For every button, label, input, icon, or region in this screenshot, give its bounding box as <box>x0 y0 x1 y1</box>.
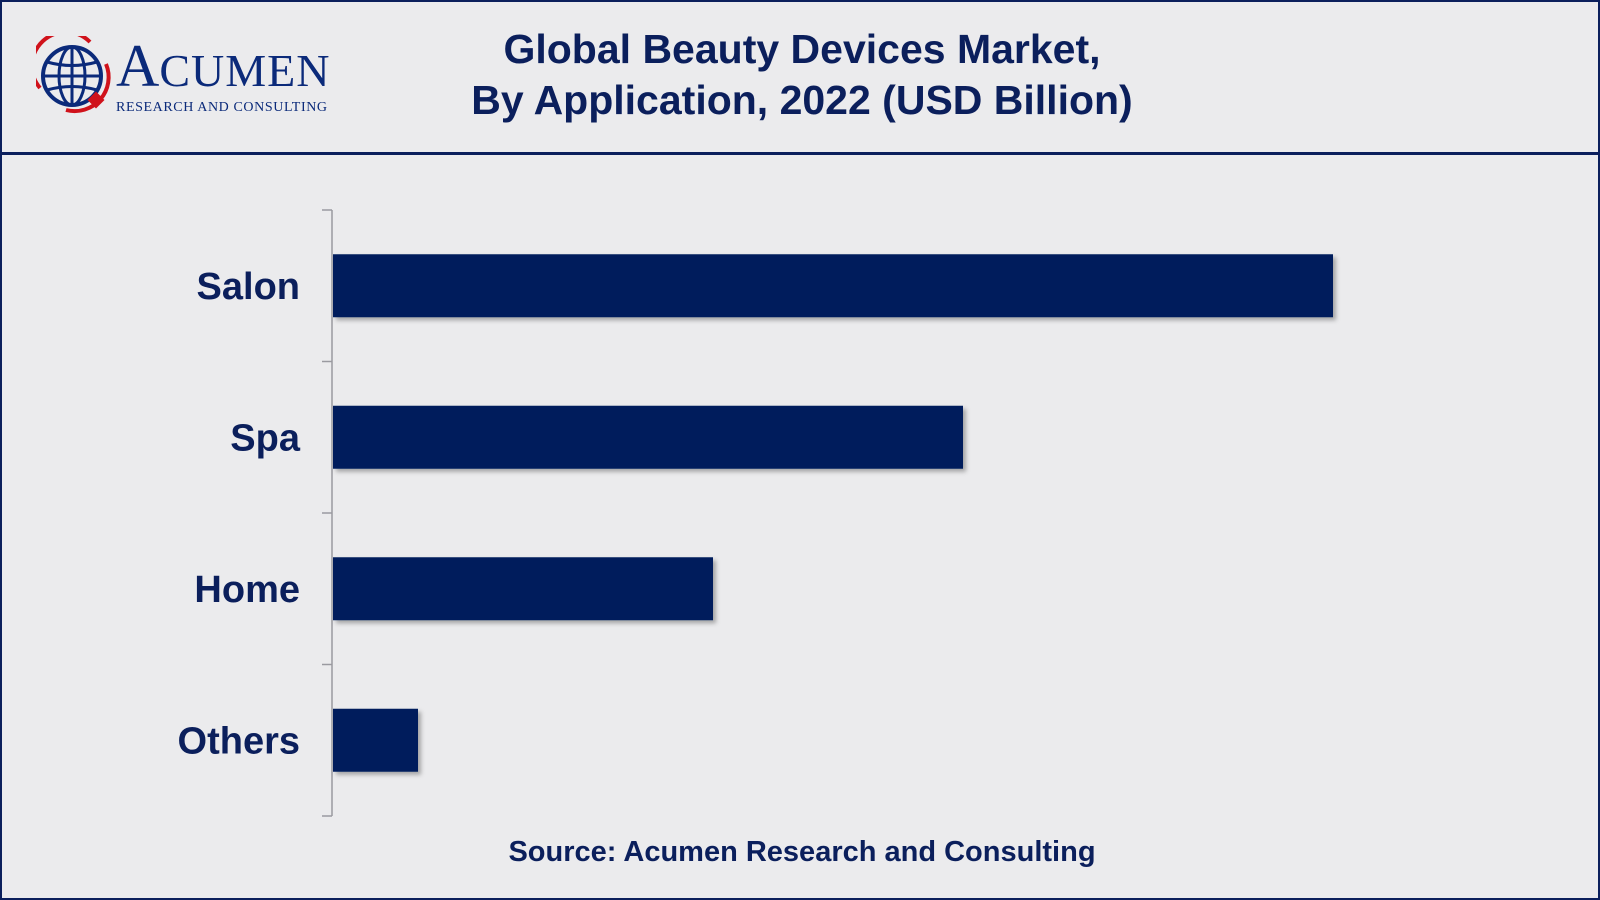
header: ACUMEN RESEARCH AND CONSULTING Global Be… <box>2 2 1598 155</box>
acumen-logo: ACUMEN RESEARCH AND CONSULTING <box>36 36 366 118</box>
chart-title: Global Beauty Devices Market, By Applica… <box>402 24 1202 126</box>
bar-salon <box>333 254 1333 318</box>
globe-icon <box>36 36 111 114</box>
category-label-home: Home <box>194 569 300 611</box>
chart-title-line-2: By Application, 2022 (USD Billion) <box>471 77 1133 123</box>
bar-spa <box>333 405 963 469</box>
category-label-spa: Spa <box>230 417 301 459</box>
logo-wordmark-rest: CUMEN <box>159 45 331 96</box>
chart-title-line-1: Global Beauty Devices Market, <box>503 26 1101 72</box>
source-note: Source: Acumen Research and Consulting <box>508 836 1096 868</box>
logo-tagline: RESEARCH AND CONSULTING <box>116 100 328 115</box>
bar-home <box>333 557 713 621</box>
category-label-salon: Salon <box>197 266 300 308</box>
logo-wordmark-initial: A <box>116 33 160 99</box>
logo-wordmark: ACUMEN <box>116 36 330 96</box>
category-label-others: Others <box>178 720 300 762</box>
bar-others <box>333 708 418 772</box>
